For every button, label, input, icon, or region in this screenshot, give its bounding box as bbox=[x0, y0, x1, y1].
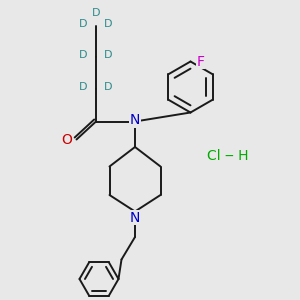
Text: D: D bbox=[104, 50, 113, 61]
Text: D: D bbox=[92, 8, 100, 18]
Text: F: F bbox=[196, 55, 205, 68]
Text: D: D bbox=[79, 82, 88, 92]
Text: O: O bbox=[61, 133, 72, 146]
Text: N: N bbox=[130, 113, 140, 127]
Text: D: D bbox=[79, 19, 88, 29]
Text: D: D bbox=[79, 50, 88, 61]
Text: Cl ‒ H: Cl ‒ H bbox=[207, 149, 249, 163]
Text: N: N bbox=[130, 211, 140, 224]
Text: D: D bbox=[104, 19, 113, 29]
Text: D: D bbox=[104, 82, 113, 92]
